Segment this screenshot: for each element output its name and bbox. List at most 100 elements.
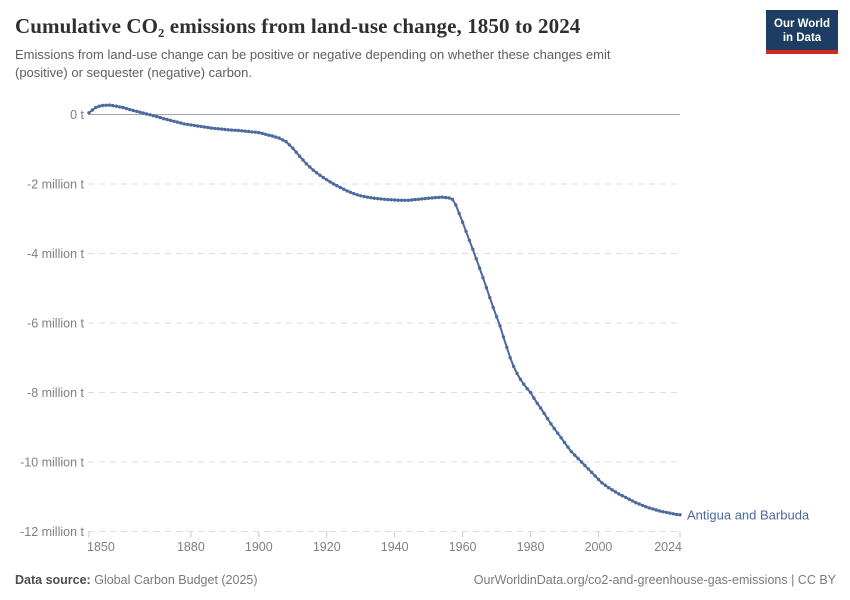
data-point bbox=[542, 411, 546, 415]
data-point bbox=[406, 198, 410, 202]
footer-credit-link[interactable]: OurWorldinData.org/co2-and-greenhouse-ga… bbox=[473, 573, 836, 587]
data-point bbox=[545, 416, 550, 421]
data-point bbox=[141, 111, 145, 115]
data-point bbox=[107, 103, 112, 107]
x-axis-tick-label: 1940 bbox=[381, 540, 409, 554]
data-point bbox=[576, 456, 580, 461]
data-point bbox=[539, 406, 543, 410]
data-point bbox=[338, 185, 342, 190]
y-axis-tick-label: -2 million t bbox=[27, 178, 84, 192]
data-point bbox=[471, 247, 475, 251]
data-point bbox=[396, 198, 400, 202]
chart-footer: Data source: Global Carbon Budget (2025)… bbox=[15, 573, 836, 587]
data-point bbox=[600, 481, 604, 485]
data-point bbox=[179, 121, 183, 125]
data-point bbox=[454, 203, 458, 207]
data-point bbox=[301, 158, 305, 162]
x-axis-tick-label: 1960 bbox=[449, 540, 477, 554]
data-point bbox=[505, 345, 509, 349]
data-point bbox=[657, 509, 662, 513]
data-point bbox=[158, 115, 162, 120]
data-point bbox=[196, 124, 200, 128]
data-point bbox=[535, 401, 539, 405]
data-point bbox=[304, 162, 309, 166]
data-point bbox=[111, 103, 115, 108]
x-axis-tick-label: 1920 bbox=[313, 540, 341, 554]
data-point bbox=[583, 463, 587, 468]
data-point bbox=[498, 324, 502, 328]
data-point bbox=[464, 229, 468, 233]
data-point bbox=[277, 136, 281, 140]
data-point bbox=[280, 138, 285, 142]
data-point bbox=[192, 123, 196, 128]
data-point bbox=[233, 128, 237, 132]
data-point bbox=[413, 197, 417, 202]
data-point bbox=[243, 129, 247, 133]
data-point bbox=[155, 114, 159, 119]
data-point bbox=[223, 127, 227, 132]
data-point bbox=[511, 364, 516, 369]
data-point bbox=[274, 135, 278, 139]
data-point bbox=[488, 295, 492, 300]
data-point bbox=[365, 195, 370, 199]
data-point bbox=[630, 499, 635, 503]
data-point bbox=[189, 123, 193, 127]
data-point bbox=[671, 512, 675, 516]
data-point bbox=[508, 356, 512, 360]
data-point bbox=[376, 196, 380, 201]
data-point bbox=[562, 440, 567, 445]
data-point bbox=[226, 128, 230, 132]
data-point bbox=[348, 190, 353, 194]
data-point bbox=[253, 130, 258, 134]
data-point bbox=[230, 128, 234, 132]
data-point bbox=[328, 180, 332, 184]
data-point bbox=[216, 127, 220, 131]
data-point bbox=[121, 105, 125, 110]
data-point bbox=[369, 196, 373, 200]
data-point bbox=[104, 103, 108, 108]
data-point bbox=[165, 117, 169, 122]
data-point bbox=[416, 197, 421, 201]
data-point bbox=[168, 118, 173, 123]
chart-subtitle-line: (positive) or sequester (negative) carbo… bbox=[15, 65, 253, 81]
data-point bbox=[522, 382, 526, 386]
data-point bbox=[90, 108, 95, 112]
data-point bbox=[443, 195, 448, 200]
data-point bbox=[556, 431, 560, 435]
data-point bbox=[644, 505, 648, 509]
series-entity-label[interactable]: Antigua and Barbuda bbox=[687, 507, 810, 522]
data-point bbox=[433, 195, 438, 200]
data-point bbox=[263, 132, 268, 136]
y-axis-tick-label: -4 million t bbox=[27, 247, 84, 261]
data-point bbox=[613, 490, 618, 494]
data-point bbox=[393, 198, 397, 202]
data-point bbox=[460, 220, 465, 224]
data-point bbox=[654, 508, 658, 512]
data-point bbox=[494, 315, 499, 319]
data-point bbox=[528, 390, 533, 395]
data-point bbox=[627, 497, 631, 501]
data-point bbox=[311, 168, 315, 172]
data-point bbox=[518, 377, 523, 381]
data-point bbox=[148, 113, 152, 117]
y-axis-tick-label: -6 million t bbox=[27, 317, 84, 331]
data-point bbox=[145, 112, 149, 116]
data-point bbox=[484, 285, 489, 290]
data-point bbox=[457, 211, 461, 216]
owid-logo[interactable]: Our World in Data bbox=[766, 10, 838, 55]
data-point bbox=[199, 124, 203, 129]
owid-logo-text: Our World bbox=[774, 18, 831, 30]
data-point bbox=[151, 114, 156, 118]
data-point bbox=[270, 134, 275, 138]
data-point bbox=[246, 129, 251, 134]
data-point bbox=[97, 104, 101, 108]
x-axis-tick-label: 1900 bbox=[245, 540, 273, 554]
data-point bbox=[335, 184, 339, 188]
data-point bbox=[566, 445, 570, 449]
data-point bbox=[240, 129, 244, 133]
data-point bbox=[559, 436, 563, 440]
data-point bbox=[124, 106, 129, 111]
data-point bbox=[94, 105, 98, 110]
data-point bbox=[467, 238, 472, 242]
